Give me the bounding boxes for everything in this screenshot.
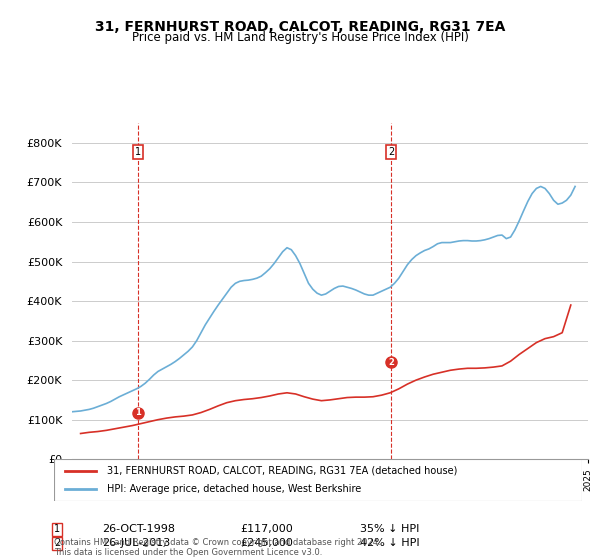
Text: 2: 2 bbox=[388, 147, 395, 157]
Text: 1: 1 bbox=[134, 147, 141, 157]
Text: 26-JUL-2013: 26-JUL-2013 bbox=[102, 538, 170, 548]
Text: 26-OCT-1998: 26-OCT-1998 bbox=[102, 524, 175, 534]
Text: Contains HM Land Registry data © Crown copyright and database right 2024.
This d: Contains HM Land Registry data © Crown c… bbox=[54, 538, 380, 557]
Text: £117,000: £117,000 bbox=[240, 524, 293, 534]
Text: 1: 1 bbox=[135, 408, 140, 417]
Text: £245,000: £245,000 bbox=[240, 538, 293, 548]
Text: 2: 2 bbox=[388, 358, 394, 367]
FancyBboxPatch shape bbox=[54, 459, 582, 501]
Text: 42% ↓ HPI: 42% ↓ HPI bbox=[360, 538, 419, 548]
Text: 31, FERNHURST ROAD, CALCOT, READING, RG31 7EA: 31, FERNHURST ROAD, CALCOT, READING, RG3… bbox=[95, 20, 505, 34]
Text: 35% ↓ HPI: 35% ↓ HPI bbox=[360, 524, 419, 534]
Text: 2: 2 bbox=[54, 538, 60, 548]
Text: HPI: Average price, detached house, West Berkshire: HPI: Average price, detached house, West… bbox=[107, 484, 361, 494]
Text: Price paid vs. HM Land Registry's House Price Index (HPI): Price paid vs. HM Land Registry's House … bbox=[131, 31, 469, 44]
Text: 31, FERNHURST ROAD, CALCOT, READING, RG31 7EA (detached house): 31, FERNHURST ROAD, CALCOT, READING, RG3… bbox=[107, 466, 457, 476]
Text: 1: 1 bbox=[54, 524, 60, 534]
